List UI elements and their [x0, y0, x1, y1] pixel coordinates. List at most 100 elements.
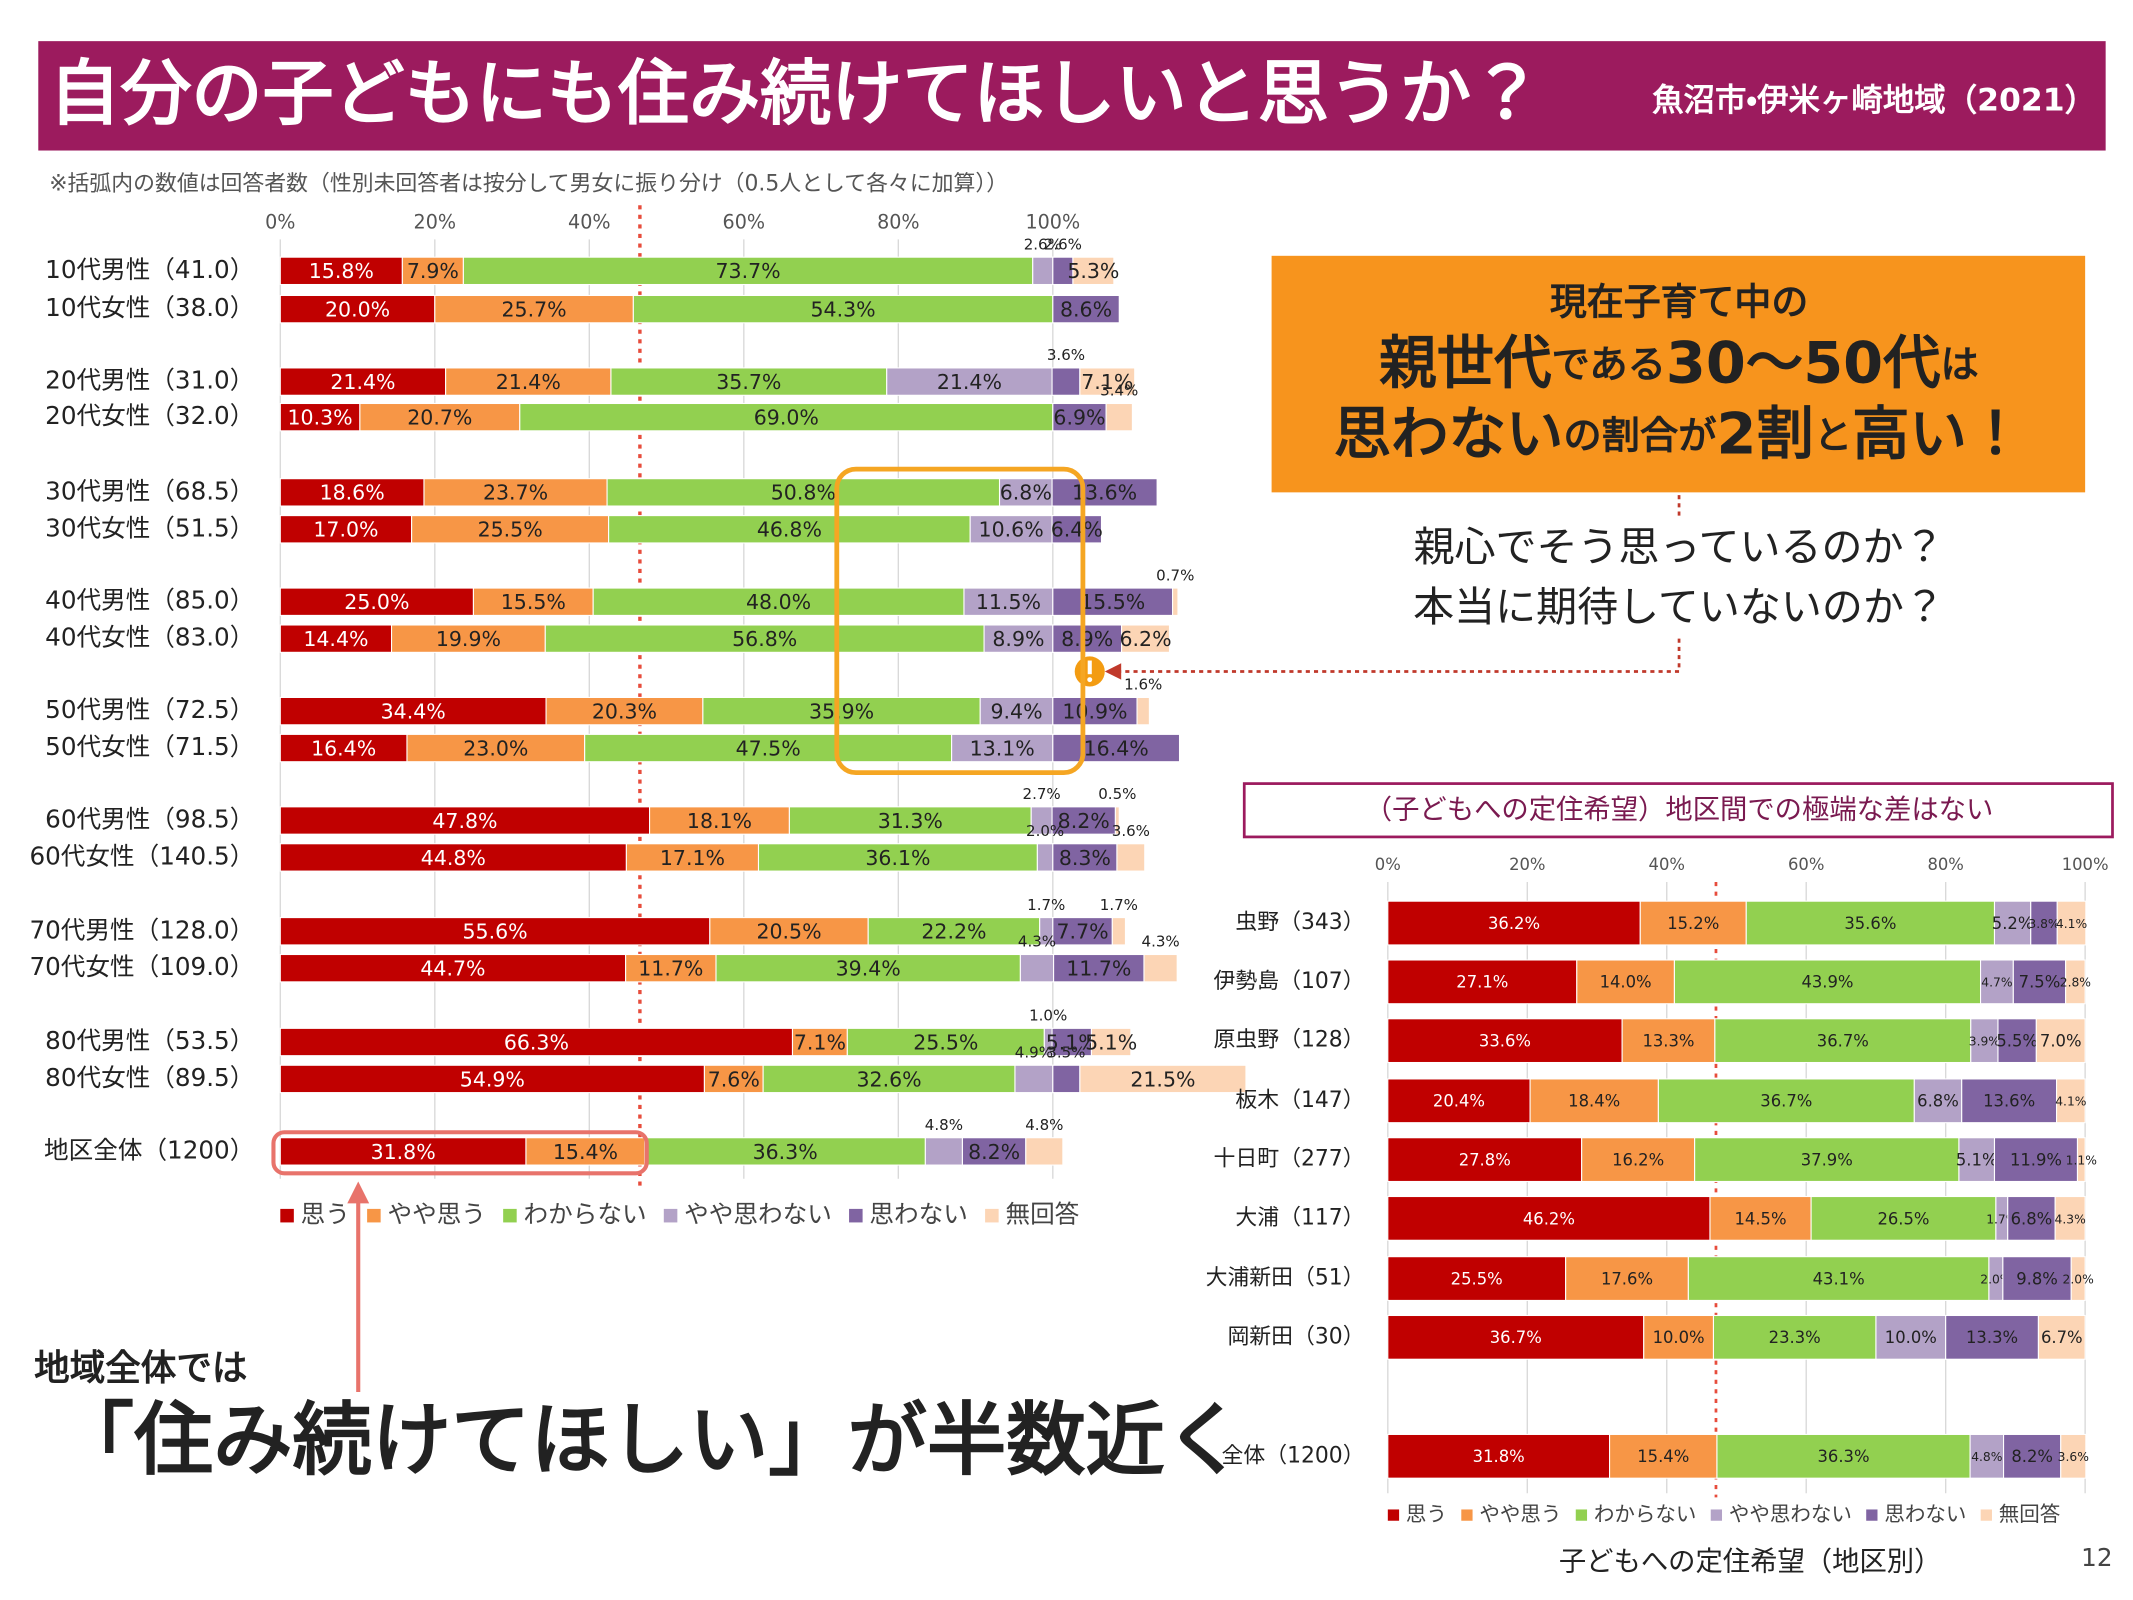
value-label: 8.9% [992, 627, 1044, 651]
value-label: 36.3% [753, 1140, 818, 1164]
bar-segment [2007, 1195, 2056, 1241]
callout-segment: 2割 [1716, 400, 1813, 467]
category-label: 大浦新田（51） [1206, 1266, 1365, 1291]
bar-segment [1052, 1064, 1081, 1094]
value-label: 4.1% [2056, 917, 2087, 931]
bar-segment [1052, 624, 1123, 653]
value-label: 23.3% [1769, 1328, 1821, 1347]
bar-segment [715, 953, 1021, 983]
value-label: 1.7% [1100, 896, 1138, 914]
value-label: 10.9% [1062, 699, 1127, 723]
value-label: 48.0% [746, 590, 811, 614]
x-tick-label: 80% [1927, 855, 1963, 874]
bar-segment [998, 478, 1053, 507]
callout-segment: と [1814, 413, 1852, 458]
value-label: 3.6% [1112, 822, 1150, 840]
value-label: 18.6% [320, 481, 385, 505]
alert-icon-dot [1087, 677, 1093, 683]
bar-segment [1565, 1256, 1689, 1301]
value-label: 31.8% [371, 1140, 436, 1164]
value-label: 0.5% [1098, 785, 1136, 803]
bar-segment [279, 1064, 705, 1094]
value-label: 23.7% [483, 481, 548, 505]
bar-segment [279, 696, 547, 726]
category-label: 50代女性（71.5） [45, 732, 254, 761]
legend-swatch [663, 1208, 678, 1223]
x-tick-label: 60% [723, 210, 766, 233]
value-label: 8.6% [1060, 298, 1112, 322]
bar-segment [606, 478, 1001, 507]
value-label: 5.3% [1067, 259, 1119, 283]
bar-segment [1576, 959, 1675, 1005]
bar-segment [1673, 959, 1982, 1005]
bar-segment [423, 478, 608, 507]
bar-segment [1621, 1018, 1716, 1064]
bar-segment [279, 843, 627, 872]
legend-label: わからない [1594, 1502, 1697, 1526]
bar-segment [1875, 1314, 1947, 1360]
value-label: 55.6% [462, 920, 527, 944]
category-label: 大浦（117） [1235, 1205, 1364, 1230]
value-label: 8.2% [968, 1140, 1020, 1164]
bar-segment [1025, 1137, 1064, 1166]
bar-segment [1745, 900, 1996, 946]
bar-segment [1121, 624, 1171, 653]
bar-segment [1387, 1078, 1531, 1124]
value-label: 16.4% [1084, 736, 1149, 760]
value-label: 5.1% [1956, 1150, 1998, 1169]
connector [1118, 495, 1681, 673]
value-label: 32.6% [856, 1067, 921, 1091]
bar-segment [1387, 1195, 1711, 1241]
value-label: 54.3% [811, 298, 876, 322]
x-tick-label: 0% [1375, 855, 1401, 874]
bar-segment [1051, 806, 1116, 835]
bar-segment [1961, 1078, 2058, 1124]
bar-segment [1714, 1018, 1972, 1064]
x-tick-label: 40% [1649, 855, 1685, 874]
value-label: 25.7% [502, 298, 567, 322]
bar-segment [1072, 256, 1115, 286]
category-label: 30代男性（68.5） [45, 476, 254, 505]
bar-segment [1014, 1064, 1054, 1094]
bar-segment [1136, 696, 1150, 726]
value-label: 15.4% [1637, 1447, 1689, 1466]
bar-segment [886, 367, 1053, 396]
category-label: 40代女性（83.0） [45, 623, 254, 652]
bar-segment [1581, 1137, 1696, 1183]
value-label: 44.7% [420, 957, 485, 981]
value-label: 5.5% [1996, 1032, 2038, 1051]
bar-segment [1969, 1433, 2005, 1479]
value-label: 20.0% [325, 298, 390, 322]
value-label: 17.6% [1601, 1269, 1653, 1288]
bar-segment [544, 624, 985, 653]
bar-segment [1079, 1064, 1247, 1094]
bar-segment [1945, 1314, 2039, 1360]
value-label: 46.2% [1523, 1209, 1575, 1228]
value-label: 13.3% [1642, 1032, 1694, 1051]
bar-segment [2056, 900, 2087, 946]
value-label: 2.6% [1024, 235, 1062, 253]
bar-segment [1052, 587, 1174, 616]
value-label: 27.1% [1456, 973, 1508, 992]
value-label: 47.5% [736, 736, 801, 760]
legend-label: やや思わない [1729, 1502, 1852, 1526]
bar-segment [625, 843, 760, 872]
question: 本当に期待していないのか？ [1413, 583, 1945, 631]
alert-icon-bar [1087, 660, 1092, 675]
value-label: 1.6% [1124, 676, 1162, 694]
bar-segment [279, 294, 436, 324]
value-label: 20.4% [1433, 1092, 1485, 1111]
x-tick-label: 80% [877, 210, 920, 233]
value-label: 16.2% [1612, 1150, 1664, 1169]
bar-segment [702, 696, 981, 726]
value-label: 4.8% [925, 1116, 963, 1134]
value-label: 39.4% [836, 957, 901, 981]
value-label: 2.0% [1026, 822, 1064, 840]
arrow-head [1104, 663, 1122, 680]
value-label: 43.1% [1813, 1269, 1865, 1288]
category-label: 60代女性（140.5） [29, 841, 254, 870]
bar-segment [1694, 1137, 1960, 1183]
bar-segment [1052, 917, 1113, 946]
